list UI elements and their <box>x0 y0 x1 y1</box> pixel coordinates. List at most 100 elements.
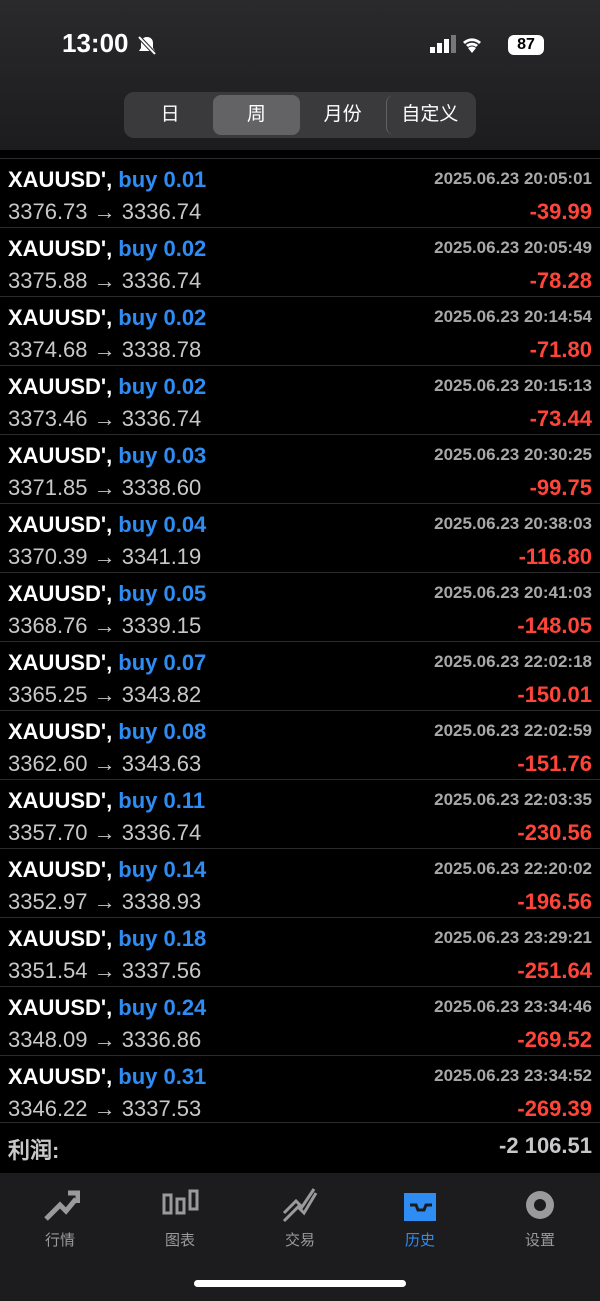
deal-symbol: XAUUSD', buy 0.24 <box>8 995 207 1020</box>
deal-row[interactable]: XAUUSD', buy 0.02 2025.06.23 20:15:13 3373.… <box>0 365 600 434</box>
deal-prices: 3373.46 → 3336.74 <box>8 406 202 431</box>
deal-symbol: XAUUSD', buy 0.31 <box>8 1064 207 1089</box>
deal-prices: 3368.76 → 3339.15 <box>8 613 202 638</box>
deal-symbol: XAUUSD', buy 0.07 <box>8 650 207 675</box>
tab-icon <box>44 1190 80 1221</box>
tab-label: 设置 <box>524 1232 555 1249</box>
deal-row[interactable]: XAUUSD', buy 0.08 2025.06.23 22:02:59 3362.… <box>0 710 600 779</box>
summary: 利润: -2 106.51信用:0.00 <box>0 1122 600 1173</box>
deal-prices: 3370.39 → 3341.19 <box>8 544 202 569</box>
deal-prices: 3351.54 → 3337.56 <box>8 958 202 983</box>
deal-symbol: XAUUSD', buy 0.14 <box>8 857 207 882</box>
deal-symbol: XAUUSD', buy 0.08 <box>8 719 207 744</box>
deal-prices: 3357.70 → 3336.74 <box>8 820 202 845</box>
deal-prices: 3375.88 → 3336.74 <box>8 268 202 293</box>
deal-row[interactable]: XAUUSD', buy 0.01 2025.06.23 20:05:01 3376.… <box>0 158 600 227</box>
deal-list: XAUUSD', buy 0.01 2025.06.23 20:05:01 3376.… <box>0 158 600 1124</box>
tab-item[interactable]: 行情 <box>0 1173 120 1301</box>
period-tabs: 日 周 月份 自定义 <box>124 92 476 138</box>
deal-symbol: XAUUSD', buy 0.02 <box>8 236 207 261</box>
deal-time: 2025.06.23 22:02:18 <box>434 652 592 671</box>
tab-item[interactable]: 交易 <box>240 1173 360 1301</box>
deal-profit: -230.56 <box>517 820 592 845</box>
summary-row: 信用:0.00 <box>0 1159 600 1173</box>
tab-label: 交易 <box>284 1232 315 1249</box>
summary-value: 0.00 <box>549 1169 592 1173</box>
period-tab[interactable]: 周 <box>213 95 300 135</box>
period-tab[interactable]: 月份 <box>323 104 362 125</box>
deal-order: buy 0.04 <box>118 512 207 537</box>
deal-symbol: XAUUSD', buy 0.02 <box>8 305 207 330</box>
deal-order: buy 0.11 <box>118 788 206 813</box>
deal-row[interactable]: XAUUSD', buy 0.07 2025.06.23 22:02:18 3365.… <box>0 641 600 710</box>
deal-prices: 3348.09 → 3336.86 <box>8 1027 202 1052</box>
summary-value: -2 106.51 <box>499 1133 592 1158</box>
summary-row: 利润: -2 106.51 <box>0 1123 600 1163</box>
deal-prices: 3362.60 → 3343.63 <box>8 751 202 776</box>
deal-symbol: XAUUSD', buy 0.18 <box>8 926 207 951</box>
deal-row[interactable]: XAUUSD', buy 0.02 2025.06.23 20:14:54 3374.… <box>0 296 600 365</box>
deal-time: 2025.06.23 22:02:59 <box>434 721 592 740</box>
tab-item[interactable]: 图表 <box>120 1173 240 1301</box>
deal-profit: -39.99 <box>529 199 592 224</box>
deal-order: buy 0.07 <box>118 650 207 675</box>
deal-symbol: XAUUSD', buy 0.04 <box>8 512 207 537</box>
deal-order: buy 0.02 <box>118 305 207 330</box>
deal-time: 2025.06.23 20:41:03 <box>434 583 592 602</box>
deal-order: buy 0.08 <box>118 719 207 744</box>
tab-item[interactable]: 历史 <box>360 1173 480 1301</box>
deal-row[interactable]: XAUUSD', buy 0.04 2025.06.23 20:38:03 3370.… <box>0 503 600 572</box>
deal-symbol: XAUUSD', buy 0.03 <box>8 443 207 468</box>
deal-prices: 3352.97 → 3338.93 <box>8 889 202 914</box>
deal-row[interactable]: XAUUSD', buy 0.18 2025.06.23 23:29:21 3351.… <box>0 917 600 986</box>
period-tab[interactable]: 日 <box>160 104 180 125</box>
deal-prices: 3371.85 → 3338.60 <box>8 475 202 500</box>
deal-prices: 3374.68 → 3338.78 <box>8 337 202 362</box>
tab-icon <box>404 1193 436 1221</box>
deal-row[interactable]: XAUUSD', buy 0.03 2025.06.23 20:30:25 3371.… <box>0 434 600 503</box>
deal-symbol: XAUUSD', buy 0.02 <box>8 374 207 399</box>
deal-order: buy 0.14 <box>118 857 207 882</box>
deal-order: buy 0.31 <box>118 1064 207 1089</box>
deal-order: buy 0.05 <box>118 581 207 606</box>
signal-wifi <box>430 35 481 53</box>
deal-time: 2025.06.23 22:03:35 <box>434 790 592 809</box>
deal-profit: -269.39 <box>517 1096 592 1121</box>
deal-time: 2025.06.23 23:29:21 <box>434 928 592 947</box>
deal-time: 2025.06.23 20:38:03 <box>434 514 592 533</box>
deal-time: 2025.06.23 23:34:52 <box>434 1066 592 1085</box>
tab-icon <box>526 1191 554 1219</box>
deal-row[interactable]: XAUUSD', buy 0.05 2025.06.23 20:41:03 3368.… <box>0 572 600 641</box>
deal-row[interactable]: XAUUSD', buy 0.02 2025.06.23 20:05:49 3375.… <box>0 227 600 296</box>
period-tab[interactable]: 自定义 <box>385 95 473 135</box>
deal-profit: -99.75 <box>529 475 592 500</box>
deal-prices: 3376.73 → 3336.74 <box>8 199 202 224</box>
deal-row[interactable]: XAUUSD', buy 0.31 2025.06.23 23:34:52 3346.… <box>0 1055 600 1124</box>
deal-row[interactable]: XAUUSD', buy 0.24 2025.06.23 23:34:46 3348.… <box>0 986 600 1055</box>
deal-profit: -71.80 <box>529 337 592 362</box>
deal-profit: -78.28 <box>529 268 592 293</box>
deal-time: 2025.06.23 22:20:02 <box>434 859 592 878</box>
deal-profit: -151.76 <box>517 751 592 776</box>
clock: 13:00 <box>62 28 129 58</box>
tab-item[interactable]: 设置 <box>480 1173 600 1301</box>
header: 13:00 87 日 周 月份 自定义 <box>0 0 600 150</box>
summary-label: 利润: <box>8 1138 60 1163</box>
deal-profit: -73.44 <box>529 406 592 431</box>
deal-prices: 3365.25 → 3343.82 <box>8 682 202 707</box>
deal-profit: -251.64 <box>517 958 592 983</box>
battery: 87 <box>508 35 544 55</box>
deal-order: buy 0.18 <box>118 926 207 951</box>
tab-icon <box>282 1188 318 1223</box>
home-indicator <box>194 1280 406 1287</box>
deal-row[interactable]: XAUUSD', buy 0.14 2025.06.23 22:20:02 3352.… <box>0 848 600 917</box>
tab-bar: 行情 图表 交易 历史 设置 <box>0 1173 600 1301</box>
deal-time: 2025.06.23 20:05:01 <box>434 169 592 188</box>
tab-label: 行情 <box>44 1232 75 1249</box>
deal-order: buy 0.02 <box>118 374 207 399</box>
deal-profit: -196.56 <box>517 889 592 914</box>
deal-profit: -269.52 <box>517 1027 592 1052</box>
deal-row[interactable]: XAUUSD', buy 0.11 2025.06.23 22:03:35 3357.… <box>0 779 600 848</box>
deal-time: 2025.06.23 23:34:46 <box>434 997 592 1016</box>
